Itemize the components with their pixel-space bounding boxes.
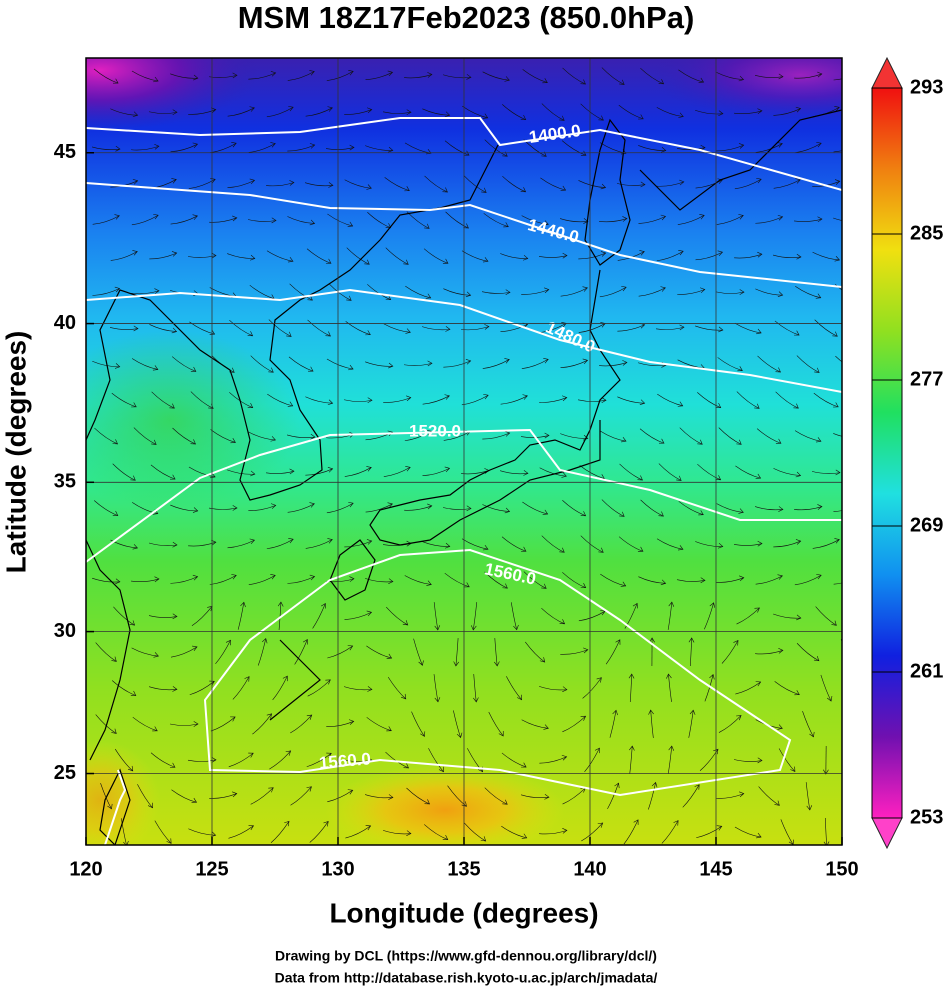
cold-area xyxy=(650,30,950,120)
x-tick-label: 135 xyxy=(447,858,480,880)
streamline xyxy=(841,639,853,664)
colorbar-tick-label: 253 xyxy=(910,806,943,828)
colorbar-extend-high xyxy=(872,58,902,88)
stream-arrow xyxy=(855,575,860,580)
y-tick-label: 30 xyxy=(54,620,76,642)
streamline xyxy=(862,818,867,846)
chart-title: MSM 18Z17Feb2023 (850.0hPa) xyxy=(238,0,695,35)
warm-area xyxy=(40,740,160,860)
x-tick-label: 145 xyxy=(699,858,732,880)
stream-arrow xyxy=(862,769,867,773)
x-tick-label: 130 xyxy=(321,858,354,880)
x-tick-label: 140 xyxy=(573,858,606,880)
colorbar-tick-label: 269 xyxy=(910,514,943,536)
x-tick-label: 120 xyxy=(69,858,102,880)
streamline xyxy=(846,782,849,810)
stream-arrow xyxy=(844,734,849,738)
field: 1400.0 1440.0 1480.0 1520.0 1560.0 1560.… xyxy=(0,10,950,860)
stream-arrow xyxy=(854,367,859,372)
streamline xyxy=(847,710,848,738)
colorbar-tick-label: 277 xyxy=(910,368,943,390)
stream-arrow xyxy=(856,435,861,440)
colorbar-tick-label: 285 xyxy=(910,222,943,244)
y-tick-label: 25 xyxy=(54,762,76,784)
warm-area xyxy=(325,765,565,855)
streamline xyxy=(864,746,866,774)
y-tick-label: 35 xyxy=(54,471,76,493)
streamline xyxy=(857,605,873,628)
stream-arrow xyxy=(864,841,869,846)
y-axis-title: Latitude (degrees) xyxy=(0,331,31,574)
colorbar-extend-low xyxy=(872,818,902,848)
colorbar-tick-label: 261 xyxy=(910,660,943,682)
credit: Data from http://database.rish.kyoto-u.a… xyxy=(275,970,658,986)
credit: Drawing by DCL (https://www.gfd-dennou.o… xyxy=(275,948,657,964)
y-tick-label: 40 xyxy=(54,312,76,334)
x-tick-label: 125 xyxy=(195,858,228,880)
colorbar: 253 261 269 277 285 293 xyxy=(872,58,943,848)
stream-arrow xyxy=(856,143,861,148)
stream-arrow xyxy=(856,71,861,76)
stream-arrow xyxy=(849,660,854,665)
y-tick-label: 45 xyxy=(54,141,76,163)
colorbar-scale xyxy=(872,88,902,818)
contour-label: 1520.0 xyxy=(409,421,461,440)
stream-arrow xyxy=(854,295,859,299)
stream-arrow xyxy=(856,503,861,508)
stream-arrow xyxy=(864,697,869,702)
streamline xyxy=(863,674,867,702)
stream-arrow xyxy=(843,805,848,810)
stream-arrow xyxy=(856,219,861,224)
warm-area xyxy=(40,330,300,510)
colorbar-tick-label: 293 xyxy=(910,76,943,98)
x-axis-title: Longitude (degrees) xyxy=(329,897,598,928)
x-tick-label: 150 xyxy=(825,858,858,880)
